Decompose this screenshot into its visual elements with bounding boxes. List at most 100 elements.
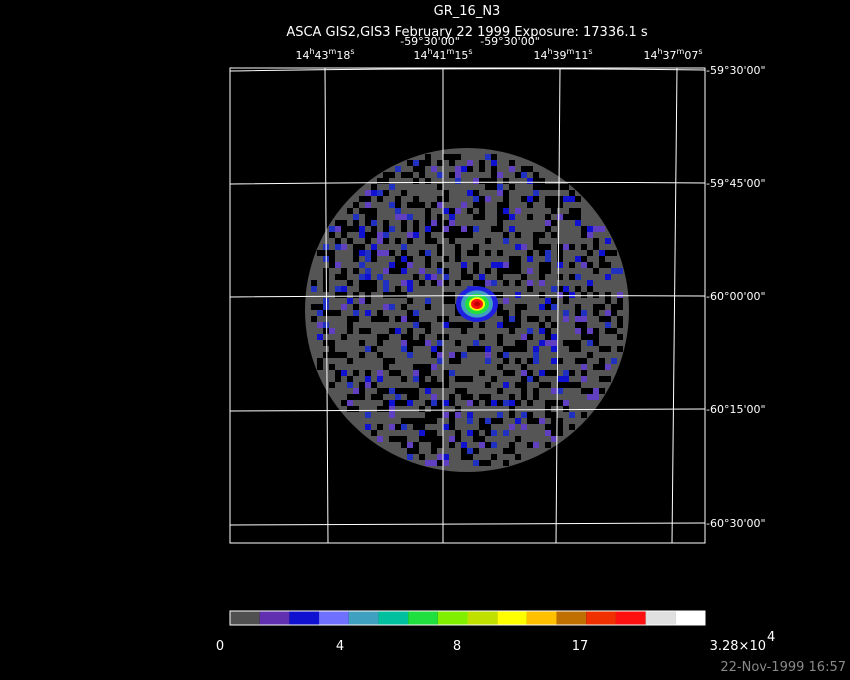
noise-pixel bbox=[401, 250, 407, 256]
noise-pixel bbox=[353, 250, 359, 256]
noise-pixel bbox=[329, 226, 335, 232]
noise-pixel bbox=[377, 274, 383, 280]
noise-pixel bbox=[527, 268, 533, 274]
noise-pixel bbox=[539, 322, 545, 328]
noise-pixel bbox=[425, 154, 431, 160]
noise-pixel bbox=[461, 454, 467, 460]
noise-pixel bbox=[419, 436, 425, 442]
noise-pixel bbox=[425, 304, 431, 310]
colorbar-segment bbox=[497, 611, 527, 625]
colorbar-segment bbox=[319, 611, 349, 625]
noise-pixel bbox=[359, 340, 365, 346]
noise-pixel bbox=[575, 208, 581, 214]
noise-pixel bbox=[485, 196, 491, 202]
noise-pixel bbox=[359, 298, 365, 304]
noise-pixel bbox=[527, 196, 533, 202]
noise-pixel bbox=[545, 202, 551, 208]
colorbar-label: 8 bbox=[453, 639, 461, 654]
noise-pixel bbox=[449, 208, 455, 214]
noise-pixel bbox=[497, 400, 503, 406]
noise-pixel bbox=[515, 346, 521, 352]
noise-pixel bbox=[503, 208, 509, 214]
noise-pixel bbox=[359, 286, 365, 292]
noise-pixel bbox=[515, 256, 521, 262]
noise-pixel bbox=[377, 376, 383, 382]
noise-pixel bbox=[383, 280, 389, 286]
noise-pixel bbox=[383, 250, 389, 256]
number: 37 bbox=[663, 49, 677, 62]
noise-pixel bbox=[413, 232, 419, 238]
noise-pixel bbox=[449, 172, 455, 178]
noise-pixel bbox=[479, 208, 485, 214]
noise-pixel bbox=[587, 328, 593, 334]
noise-pixel bbox=[347, 238, 353, 244]
noise-pixel bbox=[599, 358, 605, 364]
colorbar-segment bbox=[230, 611, 260, 625]
noise-pixel bbox=[575, 358, 581, 364]
noise-pixel bbox=[551, 304, 557, 310]
noise-pixel bbox=[413, 388, 419, 394]
grid-line bbox=[229, 68, 706, 72]
noise-pixel bbox=[557, 358, 563, 364]
noise-pixel bbox=[503, 298, 509, 304]
noise-pixel bbox=[371, 184, 377, 190]
noise-pixel bbox=[455, 352, 461, 358]
noise-pixel bbox=[503, 382, 509, 388]
noise-pixel bbox=[365, 214, 371, 220]
noise-pixel bbox=[617, 298, 623, 304]
noise-pixel bbox=[455, 256, 461, 262]
noise-pixel bbox=[515, 280, 521, 286]
noise-pixel bbox=[527, 214, 533, 220]
noise-pixel bbox=[485, 400, 491, 406]
noise-pixel bbox=[461, 274, 467, 280]
colorbar-frame bbox=[229, 610, 706, 626]
noise-pixel bbox=[611, 304, 617, 310]
noise-pixel bbox=[557, 256, 563, 262]
noise-pixel bbox=[407, 352, 413, 358]
noise-pixel bbox=[527, 442, 533, 448]
noise-pixel bbox=[503, 400, 509, 406]
noise-pixel bbox=[449, 436, 455, 442]
noise-pixel bbox=[557, 244, 563, 250]
noise-pixel bbox=[359, 280, 365, 286]
noise-pixel bbox=[377, 436, 383, 442]
noise-pixel bbox=[557, 418, 563, 424]
noise-pixel bbox=[443, 316, 449, 322]
noise-pixel bbox=[593, 334, 599, 340]
noise-pixel bbox=[419, 202, 425, 208]
noise-pixel bbox=[395, 208, 401, 214]
timestamp: 22-Nov-1999 16:57 bbox=[720, 660, 846, 675]
noise-pixel bbox=[491, 280, 497, 286]
noise-pixel bbox=[509, 262, 515, 268]
grid-line bbox=[324, 67, 329, 544]
noise-pixel bbox=[431, 226, 437, 232]
noise-pixel bbox=[419, 334, 425, 340]
noise-pixel bbox=[431, 352, 437, 358]
noise-pixel bbox=[581, 310, 587, 316]
noise-pixel bbox=[377, 340, 383, 346]
noise-pixel bbox=[587, 334, 593, 340]
noise-pixel bbox=[407, 388, 413, 394]
noise-pixel bbox=[593, 244, 599, 250]
noise-pixel bbox=[569, 424, 575, 430]
noise-pixel bbox=[335, 310, 341, 316]
noise-pixel bbox=[473, 202, 479, 208]
noise-pixel bbox=[347, 328, 353, 334]
noise-pixel bbox=[449, 232, 455, 238]
noise-pixel bbox=[455, 358, 461, 364]
noise-pixel bbox=[491, 376, 497, 382]
noise-pixel bbox=[365, 238, 371, 244]
noise-pixel bbox=[515, 310, 521, 316]
noise-pixel bbox=[509, 328, 515, 334]
unit: h bbox=[309, 47, 314, 56]
noise-pixel bbox=[443, 154, 449, 160]
noise-pixel bbox=[521, 424, 527, 430]
noise-pixel bbox=[539, 268, 545, 274]
noise-pixel bbox=[521, 334, 527, 340]
noise-pixel bbox=[521, 388, 527, 394]
noise-pixel bbox=[407, 442, 413, 448]
noise-pixel bbox=[605, 262, 611, 268]
noise-pixel bbox=[419, 166, 425, 172]
noise-pixel bbox=[479, 442, 485, 448]
noise-pixel bbox=[443, 256, 449, 262]
